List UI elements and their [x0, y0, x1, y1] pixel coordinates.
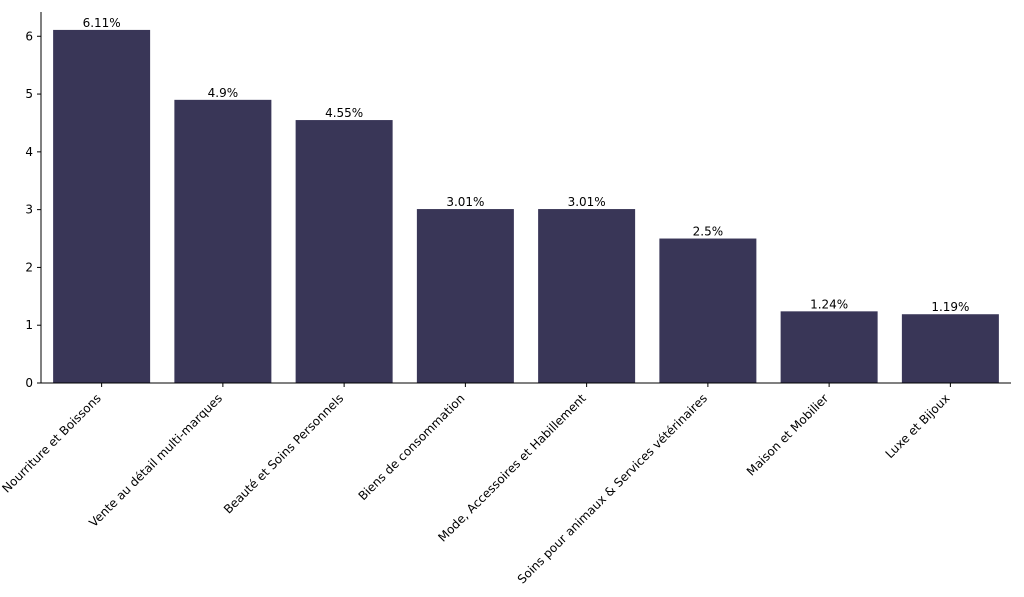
y-tick-label: 0: [25, 376, 33, 390]
bar: [295, 120, 393, 383]
bar-value-label: 2.5%: [693, 225, 724, 239]
y-tick-label: 5: [25, 87, 33, 101]
bar-value-label: 4.9%: [208, 86, 239, 100]
bar-value-label: 1.24%: [810, 297, 848, 311]
x-tick-label: Vente au détail multi-marques: [86, 391, 225, 530]
y-tick-label: 2: [25, 260, 33, 274]
bar: [53, 29, 151, 383]
y-tick-label: 4: [25, 145, 33, 159]
y-tick-label: 3: [25, 203, 33, 217]
bar-value-label: 3.01%: [568, 195, 606, 209]
x-tick-label: Luxe et Bijoux: [883, 391, 953, 461]
bar-value-label: 6.11%: [83, 16, 121, 30]
bar-value-label: 1.19%: [931, 300, 969, 314]
bar-value-label: 3.01%: [446, 195, 484, 209]
bar: [901, 314, 999, 383]
bar: [659, 238, 757, 383]
x-tick-label: Nourriture et Boissons: [0, 391, 104, 495]
bar: [538, 209, 636, 383]
y-axis: 0 1 2 3 4 5 6: [25, 12, 42, 390]
bar-value-label: 4.55%: [325, 106, 363, 120]
bar: [416, 209, 514, 383]
x-tick-label: Biens de consommation: [356, 391, 468, 503]
x-tick-label: Beauté et Soins Personnels: [221, 391, 346, 516]
x-tick-label: Maison et Mobilier: [744, 391, 831, 478]
bar: [780, 311, 878, 383]
x-tick-label: Soins pour animaux & Services vétérinair…: [515, 391, 710, 586]
bar-labels: 6.11% 4.9% 4.55% 3.01% 3.01% 2.5% 1.24% 1.19%: [83, 16, 970, 314]
bars: [53, 29, 999, 383]
bar: [174, 99, 272, 383]
x-tick-label: Mode, Accessoires et Habillement: [435, 391, 589, 545]
y-tick-label: 6: [25, 29, 33, 43]
y-tick-label: 1: [25, 318, 33, 332]
